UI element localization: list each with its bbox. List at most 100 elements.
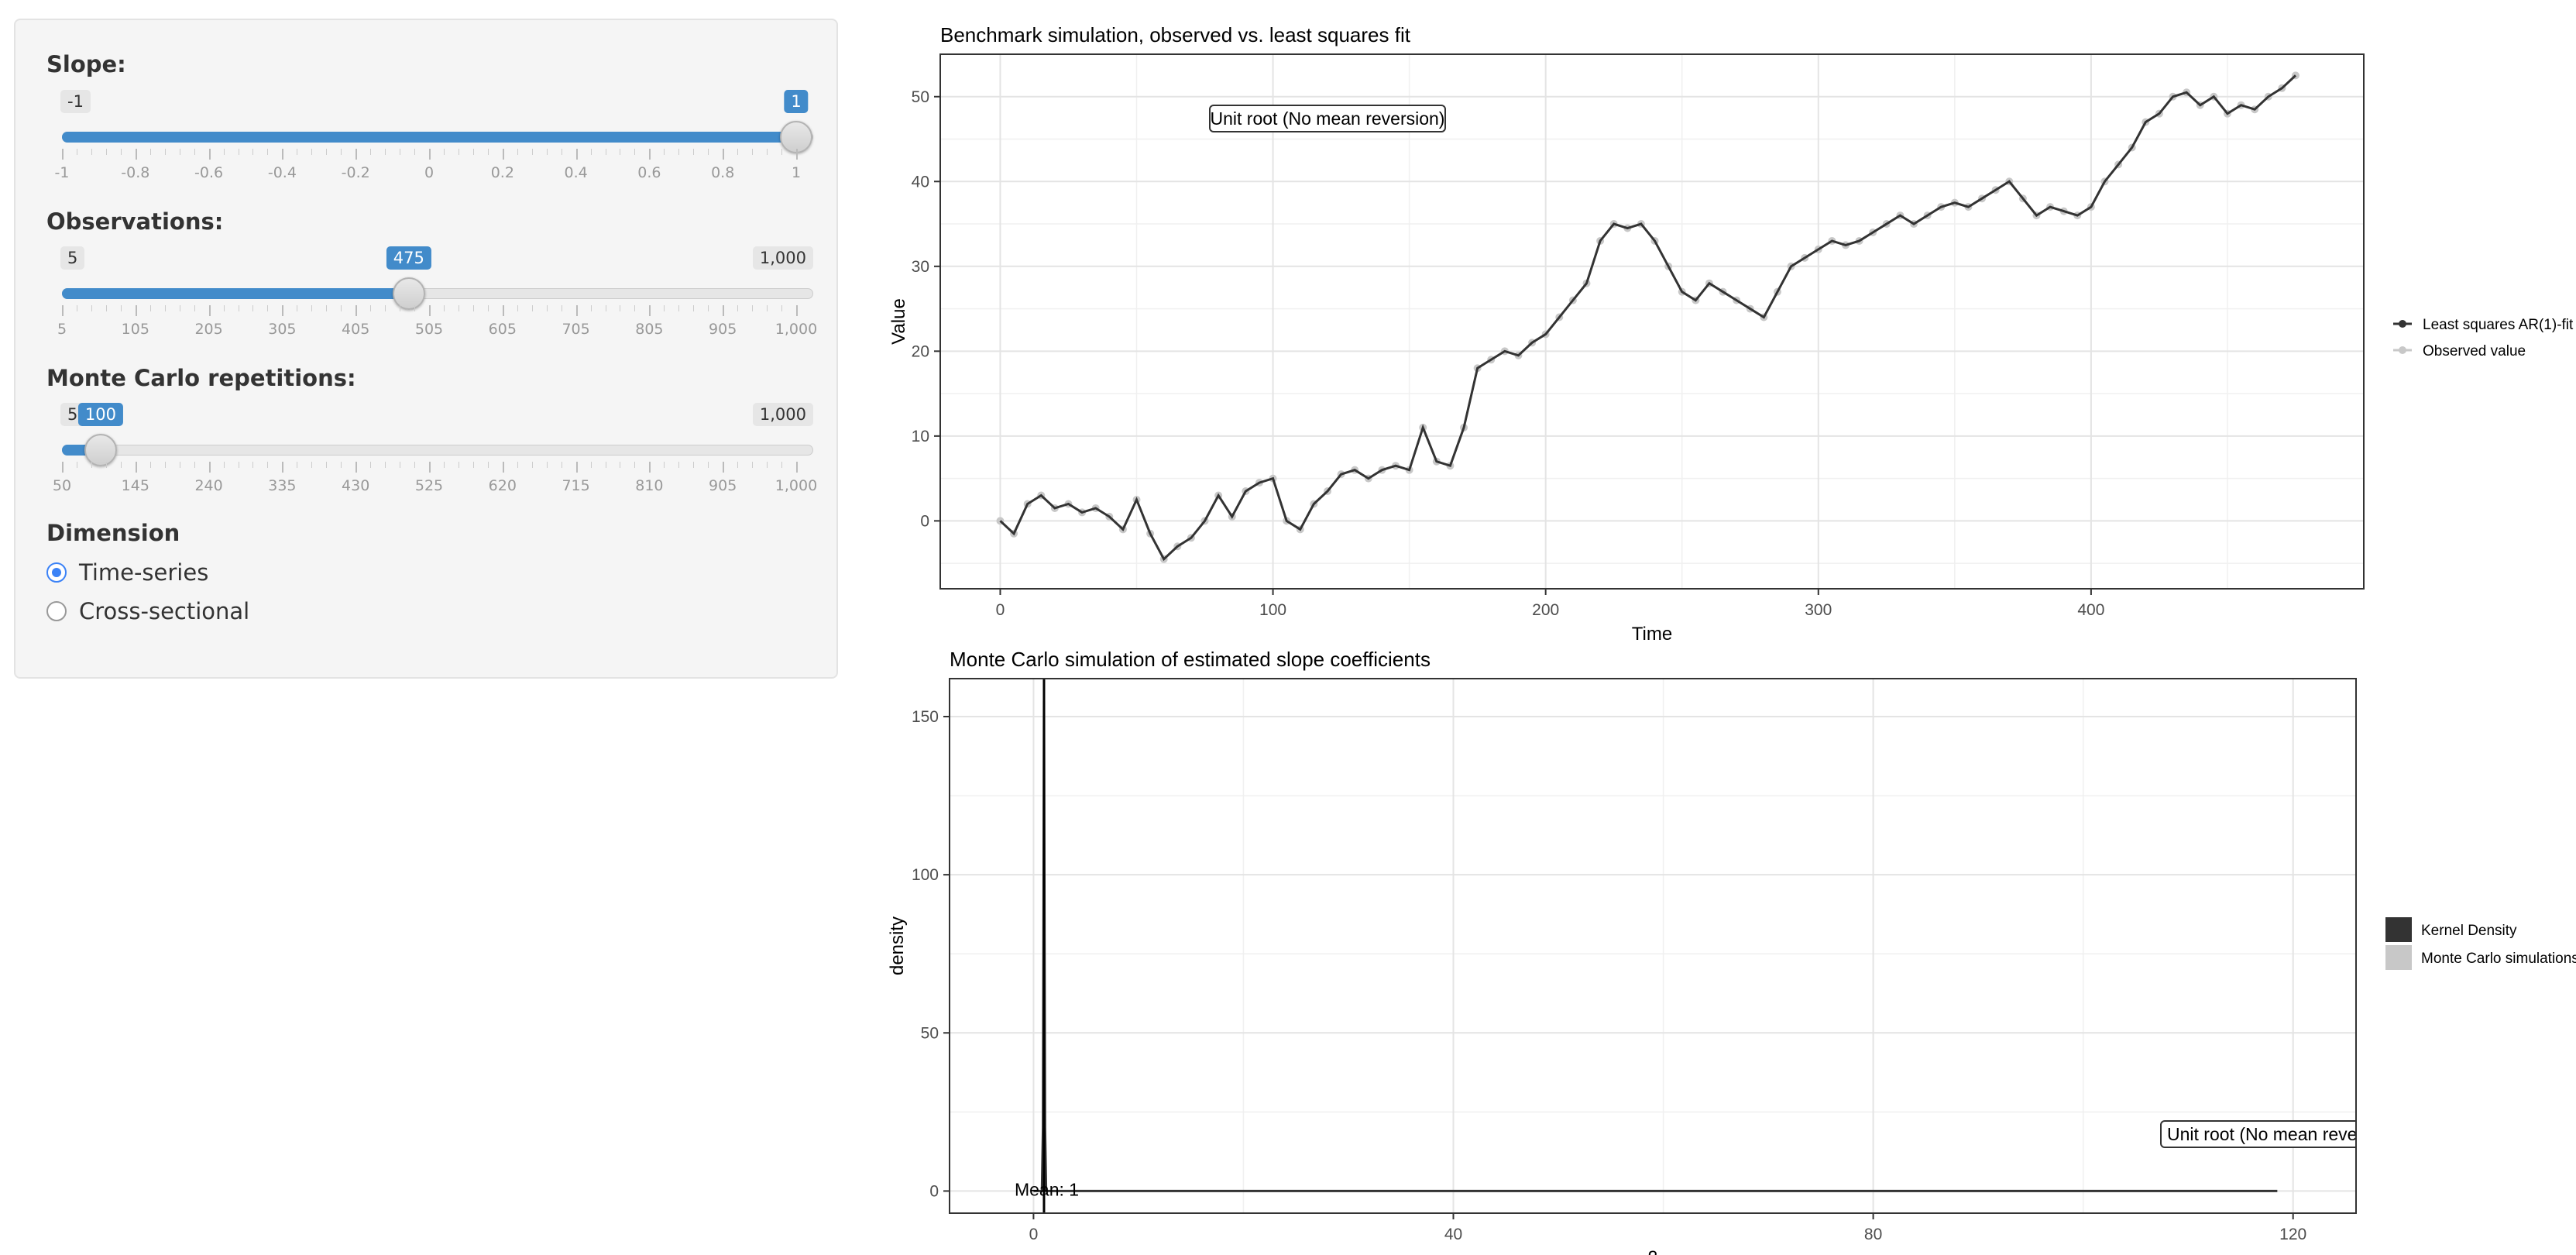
plot-border [949, 678, 2357, 1214]
slider-tick [135, 305, 137, 316]
slider-minor-tick [590, 305, 592, 311]
slider-minor-tick [385, 462, 386, 468]
legend-label: Kernel Density [2421, 923, 2517, 939]
observations-handle[interactable] [392, 277, 425, 310]
mc-label: Monte Carlo repetitions: [46, 365, 356, 391]
slider-minor-tick [590, 462, 592, 468]
observations-min-badge: 5 [60, 246, 85, 270]
slider-minor-tick [752, 462, 754, 468]
slider-minor-tick [414, 149, 416, 155]
y-tick-label: 40 [912, 173, 929, 191]
slider-minor-tick [223, 462, 225, 468]
slider-minor-tick [341, 462, 342, 468]
radio-time-series[interactable]: Time-series [46, 557, 208, 588]
slider-tick [62, 462, 64, 473]
slider-minor-tick [149, 462, 151, 468]
slider-tick [282, 149, 284, 160]
slider-minor-tick [708, 462, 709, 468]
legend-key-fill [2385, 917, 2412, 942]
mc-track[interactable] [62, 445, 813, 456]
slider-minor-tick [370, 305, 372, 311]
slider-tick [649, 462, 651, 473]
plot-panel [940, 54, 2364, 589]
slope-slider[interactable]: -1 1 -1 -0.8 -0.6 -0.4 -0.2 0 0.2 0.4 0.6 0.8 1 [46, 90, 813, 183]
annotation-box [1209, 105, 1446, 132]
slider-minor-tick [737, 305, 739, 311]
slider-minor-tick [443, 462, 445, 468]
slider-tick-label: -1 [54, 164, 70, 181]
slider-minor-tick [311, 462, 313, 468]
slider-tick [355, 305, 358, 316]
slider-minor-tick [149, 305, 151, 311]
slider-tick [502, 149, 504, 160]
slider-minor-tick [326, 149, 328, 155]
slider-minor-tick [326, 305, 328, 311]
slider-tick [575, 149, 578, 160]
slope-label: Slope: [46, 51, 126, 77]
y-tick-label: 100 [912, 866, 939, 884]
slider-minor-tick [546, 462, 548, 468]
slider-minor-tick [164, 462, 166, 468]
slider-tick [429, 305, 431, 316]
slider-tick-label: 335 [268, 477, 297, 494]
slider-minor-tick [194, 149, 195, 155]
slider-tick [62, 305, 64, 316]
radio-time-series-label: Time-series [79, 559, 209, 586]
slider-tick-label: -0.4 [267, 164, 297, 181]
slider-tick [796, 149, 798, 160]
slider-tick [502, 305, 504, 316]
slider-minor-tick [252, 305, 254, 311]
y-tick-label: 50 [912, 88, 929, 106]
x-tick-label: 300 [1805, 601, 1832, 619]
y-tick-label: 10 [912, 428, 929, 445]
radio-cross-sectional[interactable]: Cross-sectional [46, 596, 249, 627]
slider-tick-label: 1,000 [775, 321, 818, 338]
slider-minor-tick [737, 149, 739, 155]
slider-minor-tick [223, 305, 225, 311]
plot-panel [950, 679, 2356, 1213]
slider-tick-label: 1 [791, 164, 802, 181]
slider-tick-label: 145 [121, 477, 149, 494]
slider-minor-tick [487, 149, 489, 155]
fit-line [999, 74, 2296, 562]
mc-handle[interactable] [84, 434, 117, 466]
slider-tick [649, 149, 651, 160]
y-tick-label: 20 [912, 342, 929, 360]
radio-cross-sectional-button[interactable] [46, 601, 67, 621]
slider-minor-tick [678, 305, 680, 311]
slider-minor-tick [664, 149, 665, 155]
slider-tick-label: 0.2 [490, 164, 514, 181]
slider-tick [429, 149, 431, 160]
slider-tick-label: 620 [488, 477, 517, 494]
slope-handle[interactable] [780, 121, 812, 153]
slider-minor-tick [194, 462, 195, 468]
slider-minor-tick [546, 305, 548, 311]
slider-minor-tick [767, 305, 768, 311]
observations-label: Observations: [46, 208, 224, 235]
observations-max-badge: 1,000 [752, 246, 813, 270]
slider-tick [208, 149, 211, 160]
x-axis-label: Time [1632, 624, 1672, 640]
x-tick-label: 0 [996, 601, 1005, 619]
observations-slider[interactable]: 5 475 1,000 5 105 205 305 405 505 605 705 805 905… [46, 246, 817, 339]
slider-minor-tick [311, 149, 313, 155]
slider-tick-label: 0.8 [711, 164, 735, 181]
slider-tick-label: 505 [414, 321, 444, 338]
slider-minor-tick [311, 305, 313, 311]
slider-tick-label: 715 [562, 477, 590, 494]
slider-tick-label: 905 [709, 321, 737, 338]
radio-time-series-button[interactable] [46, 562, 67, 583]
slider-tick [135, 462, 137, 473]
slider-minor-tick [341, 305, 342, 311]
slider-minor-tick [120, 462, 122, 468]
slider-tick-label: 1,000 [775, 477, 818, 494]
mc-value-badge: 100 [77, 403, 123, 426]
slider-minor-tick [678, 462, 680, 468]
mc-slider[interactable]: 50 100 1,000 501452403354305256207158109… [46, 403, 817, 496]
slider-minor-tick [781, 462, 783, 468]
slider-minor-tick [531, 149, 533, 155]
slider-tick [723, 149, 725, 160]
benchmark-chart: Benchmark simulation, observed vs. least… [888, 23, 2574, 640]
slider-tick [575, 305, 578, 316]
slider-tick-label: -0.8 [121, 164, 150, 181]
